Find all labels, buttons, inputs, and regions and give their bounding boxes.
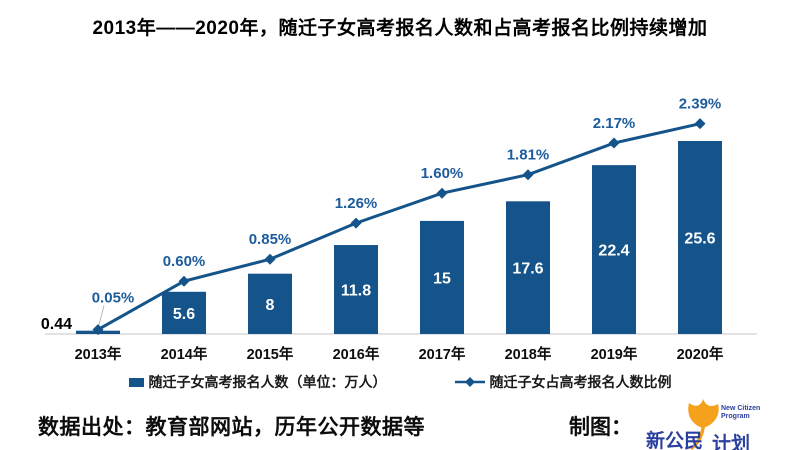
pct-label-2013年: 0.05% — [92, 290, 135, 307]
bar-series-swatch-icon — [128, 377, 144, 387]
x-axis-label-2020年: 2020年 — [677, 345, 724, 363]
pct-label-2014年: 0.60% — [163, 253, 206, 270]
chart-title: 2013年——2020年，随迁子女高考报名人数和占高考报名比例持续增加 — [92, 18, 708, 39]
bar-value-label-2014年: 5.6 — [173, 306, 195, 323]
pct-label-2016年: 1.26% — [335, 195, 378, 212]
credit-block: 制图： New Citizen Program 新公民 计划 — [569, 398, 762, 450]
bar-2017年 — [420, 220, 464, 334]
footer: 数据出处：教育部网站，历年公开数据等 制图： New Citizen Progr… — [0, 398, 800, 450]
bar-2015年 — [248, 273, 292, 334]
x-axis-label-2018年: 2018年 — [505, 345, 552, 363]
line-marker-2015年 — [264, 253, 276, 265]
bar-2016年 — [334, 245, 378, 334]
pct-label-2017年: 1.60% — [421, 165, 464, 182]
pct-label-2019年: 2.17% — [593, 115, 636, 132]
line-marker-2020年 — [694, 118, 706, 130]
logo-subtext-1: New Citizen — [721, 405, 760, 412]
bar-2018年 — [506, 201, 550, 334]
bar-value-label-2013年: 0.44 — [41, 316, 72, 333]
line-marker-2014年 — [178, 275, 190, 287]
x-axis-label-2014年: 2014年 — [161, 345, 208, 363]
legend-label-line-series: 随迁子女占高考报名人数比例 — [489, 374, 672, 390]
legend-label-bar-series: 随迁子女高考报名人数（单位：万人） — [148, 374, 387, 390]
credit-label: 制图： — [569, 415, 632, 439]
legend-item-line-series: 随迁子女占高考报名人数比例 — [454, 372, 672, 392]
x-axis-label-2016年: 2016年 — [333, 345, 380, 363]
pct-label-2015年: 0.85% — [249, 231, 292, 248]
ginkgo-leaf-icon — [688, 398, 719, 428]
data-source-text: 数据出处：教育部网站，历年公开数据等 — [38, 415, 425, 439]
line-marker-2017年 — [436, 187, 448, 199]
line-marker-2016年 — [350, 217, 362, 229]
chart-legend: 随迁子女高考报名人数（单位：万人） 随迁子女占高考报名人数比例 — [0, 372, 800, 392]
combo-chart-area: 0.44 2013年 5.6 2014年 8 2015年 11.8 2016年 15 2017年 1… — [20, 72, 780, 368]
x-axis-label-2019年: 2019年 — [591, 345, 638, 363]
bar-value-label-2018年: 17.6 — [512, 261, 543, 278]
x-axis-label-2013年: 2013年 — [75, 345, 122, 363]
logo-subtext-2: Program — [721, 413, 750, 420]
logo-name-1: 新公民 — [646, 429, 703, 450]
bar-value-label-2017年: 15 — [433, 270, 451, 287]
bar-2020年 — [678, 141, 722, 334]
line-series-marker-icon — [454, 377, 485, 387]
bar-value-label-2016年: 11.8 — [341, 283, 371, 300]
percentage-line — [97, 122, 701, 331]
bar-value-label-2020年: 25.6 — [684, 231, 715, 248]
bar-value-label-2015年: 8 — [266, 297, 275, 314]
bar-2019年 — [592, 165, 636, 334]
pct-label-2018年: 1.81% — [507, 147, 550, 164]
bar-value-label-2019年: 22.4 — [598, 243, 629, 260]
logo-name-2: 计划 — [712, 432, 750, 450]
pct-label-2020年: 2.39% — [679, 96, 722, 113]
bar-2014年 — [162, 291, 206, 334]
new-citizen-program-logo: New Citizen Program 新公民 计划 — [646, 398, 760, 450]
x-axis-label-2017年: 2017年 — [419, 345, 466, 363]
x-axis-label-2015年: 2015年 — [247, 345, 294, 363]
line-marker-2019年 — [608, 137, 620, 149]
legend-item-bar-series: 随迁子女高考报名人数（单位：万人） — [128, 372, 387, 392]
line-marker-2018年 — [522, 169, 534, 181]
line-marker-2013年 — [92, 324, 104, 336]
ginkgo-leaf-stem — [690, 425, 705, 450]
pct-label-leader-line — [98, 305, 105, 325]
